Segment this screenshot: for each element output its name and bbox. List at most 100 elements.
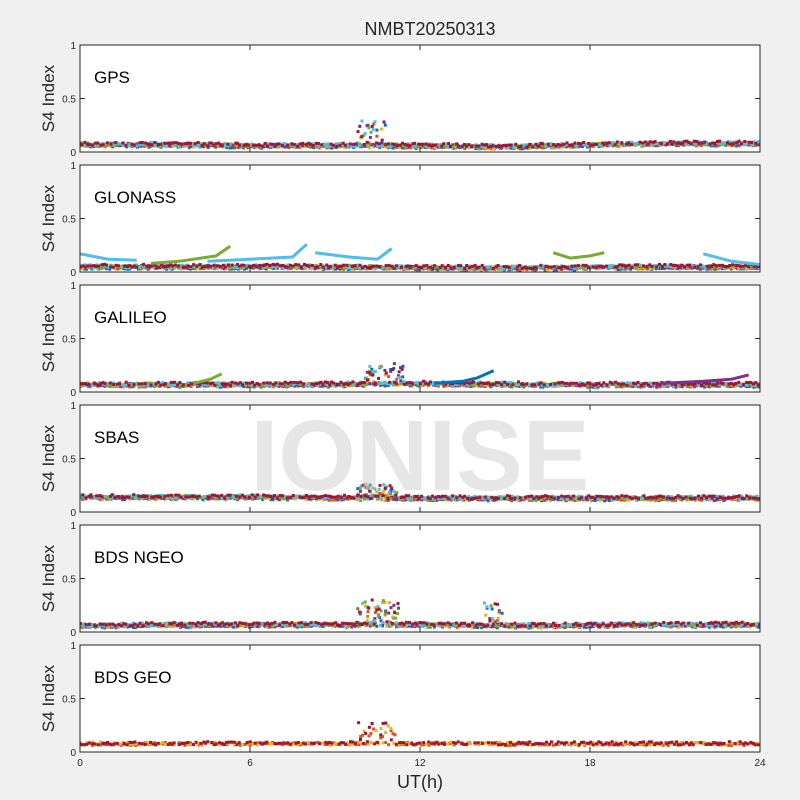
data-point <box>98 266 102 270</box>
data-point <box>377 142 381 146</box>
data-point <box>379 365 383 368</box>
data-point <box>250 142 254 146</box>
data-point <box>539 263 543 267</box>
data-point <box>689 382 693 386</box>
data-point <box>301 144 305 148</box>
data-point <box>752 140 756 144</box>
data-point <box>469 385 473 388</box>
data-point <box>405 266 409 270</box>
data-point <box>389 368 393 371</box>
data-point <box>109 142 113 146</box>
data-point <box>466 383 470 387</box>
data-point <box>614 380 618 384</box>
data-point <box>686 383 690 387</box>
data-point <box>583 383 587 387</box>
data-point <box>108 383 112 387</box>
data-point <box>535 381 539 385</box>
data-point <box>358 142 362 146</box>
data-point <box>736 264 740 268</box>
data-point <box>147 384 151 387</box>
data-point <box>525 266 528 270</box>
data-point <box>607 382 611 386</box>
data-point <box>83 382 87 385</box>
data-point <box>703 265 707 269</box>
data-point <box>648 140 652 144</box>
data-point <box>560 145 564 149</box>
data-point <box>169 266 173 270</box>
data-point <box>298 142 302 146</box>
data-point <box>173 144 177 148</box>
data-point <box>757 265 760 268</box>
data-point <box>261 266 265 269</box>
data-point <box>755 266 759 270</box>
data-point <box>340 264 343 268</box>
data-point <box>736 266 740 270</box>
data-point <box>573 141 577 145</box>
data-point <box>389 369 393 373</box>
data-point <box>218 384 222 387</box>
data-point <box>357 144 361 148</box>
y-tick-label: 0.5 <box>62 215 76 226</box>
data-point <box>153 263 157 267</box>
data-point <box>697 141 701 145</box>
data-point <box>646 140 650 144</box>
data-point <box>414 264 418 267</box>
data-point <box>218 264 222 268</box>
data-point <box>283 264 287 268</box>
data-point <box>453 145 456 149</box>
data-point <box>274 381 278 385</box>
data-point <box>549 265 553 269</box>
data-point <box>367 141 371 145</box>
data-point <box>707 265 711 269</box>
data-point <box>577 142 580 145</box>
satellite-track <box>315 247 393 261</box>
data-point <box>625 383 629 387</box>
data-point <box>397 383 401 387</box>
data-point <box>148 142 152 146</box>
data-point <box>83 143 87 147</box>
data-point <box>109 265 113 269</box>
data-point <box>238 381 242 385</box>
data-point <box>205 383 209 387</box>
data-point <box>192 263 196 267</box>
data-point <box>480 266 484 270</box>
data-point <box>362 143 366 146</box>
data-point <box>571 145 575 149</box>
satellite-track <box>660 373 750 385</box>
data-point <box>397 370 401 374</box>
data-point <box>330 380 334 384</box>
data-point <box>652 381 656 385</box>
data-point <box>491 144 495 148</box>
satellite-track <box>702 252 760 266</box>
data-point <box>597 142 601 145</box>
data-point <box>400 265 403 269</box>
data-point <box>281 263 285 267</box>
data-point <box>565 141 569 145</box>
y-tick-label: 0.5 <box>62 335 76 346</box>
data-point <box>677 141 681 145</box>
data-point <box>480 268 484 272</box>
data-point <box>729 142 733 146</box>
data-point <box>670 142 674 146</box>
data-point <box>177 143 181 147</box>
data-point <box>177 142 181 146</box>
data-point <box>747 143 751 147</box>
data-point <box>355 263 359 267</box>
data-point <box>354 142 358 146</box>
data-point <box>560 380 564 384</box>
data-point <box>515 267 519 271</box>
data-point <box>109 263 113 267</box>
data-point <box>539 381 543 385</box>
data-point <box>568 144 572 147</box>
data-point <box>92 144 96 147</box>
y-axis-label: S4 Index <box>39 64 58 132</box>
data-point <box>705 382 708 385</box>
data-point <box>519 264 523 268</box>
data-point <box>666 142 669 146</box>
data-point <box>235 266 239 269</box>
data-point <box>369 130 373 134</box>
data-point <box>300 265 303 269</box>
data-point <box>148 141 152 144</box>
data-point <box>214 264 218 268</box>
data-point <box>99 382 103 386</box>
